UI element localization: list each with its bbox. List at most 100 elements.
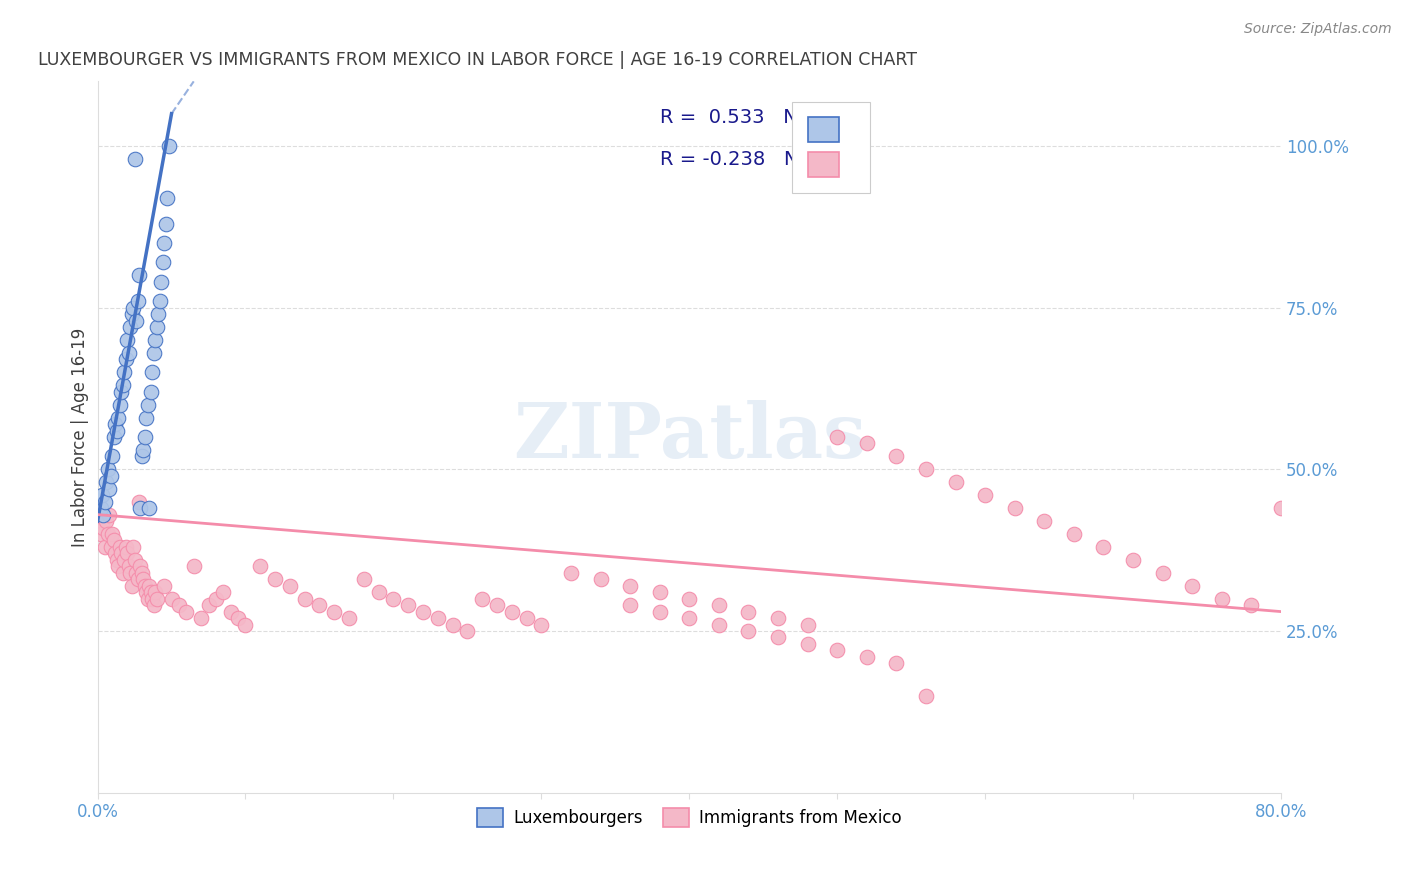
Point bbox=[456, 624, 478, 638]
Point bbox=[108, 540, 131, 554]
Point bbox=[589, 572, 612, 586]
Point bbox=[412, 605, 434, 619]
Point bbox=[1004, 501, 1026, 516]
Point bbox=[138, 501, 160, 516]
Point bbox=[101, 527, 124, 541]
Point bbox=[915, 689, 938, 703]
Point bbox=[104, 417, 127, 431]
Point bbox=[114, 540, 136, 554]
Point bbox=[1181, 579, 1204, 593]
Point bbox=[98, 508, 121, 522]
Point bbox=[264, 572, 287, 586]
Point bbox=[90, 501, 112, 516]
Point bbox=[108, 398, 131, 412]
Point bbox=[138, 579, 160, 593]
Point bbox=[111, 566, 134, 580]
Point bbox=[96, 475, 118, 490]
Point bbox=[183, 559, 205, 574]
Point bbox=[87, 514, 110, 528]
Point bbox=[1063, 527, 1085, 541]
Point bbox=[1152, 566, 1174, 580]
Point bbox=[825, 430, 848, 444]
Point bbox=[139, 384, 162, 399]
Point bbox=[707, 598, 730, 612]
Point bbox=[278, 579, 301, 593]
Point bbox=[97, 527, 120, 541]
Point bbox=[308, 598, 330, 612]
Point bbox=[101, 450, 124, 464]
Point bbox=[135, 585, 157, 599]
Point bbox=[485, 598, 508, 612]
Point bbox=[1092, 540, 1115, 554]
Point bbox=[124, 553, 146, 567]
Point bbox=[117, 346, 139, 360]
Point bbox=[516, 611, 538, 625]
Point bbox=[129, 559, 152, 574]
Point bbox=[249, 559, 271, 574]
Point bbox=[235, 617, 257, 632]
Point bbox=[766, 631, 789, 645]
Point bbox=[111, 378, 134, 392]
Point bbox=[156, 191, 179, 205]
Point bbox=[197, 598, 219, 612]
Point bbox=[139, 585, 162, 599]
Point bbox=[124, 152, 146, 166]
Point bbox=[121, 307, 143, 321]
Point bbox=[152, 255, 174, 269]
Point bbox=[501, 605, 523, 619]
Point bbox=[707, 617, 730, 632]
Point bbox=[100, 468, 122, 483]
Point bbox=[141, 591, 163, 606]
Point bbox=[915, 462, 938, 476]
Point bbox=[396, 598, 419, 612]
Point bbox=[323, 605, 346, 619]
Point bbox=[648, 605, 671, 619]
Point bbox=[131, 450, 153, 464]
Point bbox=[107, 559, 129, 574]
Point bbox=[678, 611, 700, 625]
Point bbox=[766, 611, 789, 625]
Point bbox=[115, 546, 138, 560]
Point bbox=[90, 527, 112, 541]
Point bbox=[141, 365, 163, 379]
Point bbox=[136, 398, 159, 412]
Point bbox=[149, 294, 172, 309]
Point bbox=[103, 430, 125, 444]
Point bbox=[153, 235, 176, 250]
Point bbox=[382, 591, 405, 606]
Point bbox=[176, 605, 198, 619]
Point bbox=[132, 442, 155, 457]
Point bbox=[1240, 598, 1263, 612]
Point bbox=[1033, 514, 1056, 528]
Point bbox=[117, 559, 139, 574]
Point bbox=[153, 579, 176, 593]
Point bbox=[100, 540, 122, 554]
Text: LUXEMBOURGER VS IMMIGRANTS FROM MEXICO IN LABOR FORCE | AGE 16-19 CORRELATION CH: LUXEMBOURGER VS IMMIGRANTS FROM MEXICO I… bbox=[38, 51, 917, 69]
Point bbox=[93, 508, 115, 522]
Point bbox=[134, 430, 156, 444]
Point bbox=[974, 488, 997, 502]
Point bbox=[120, 320, 142, 334]
Point bbox=[886, 450, 908, 464]
Point bbox=[353, 572, 375, 586]
Point bbox=[91, 488, 114, 502]
Point bbox=[886, 657, 908, 671]
Text: R = -0.238   N = 109: R = -0.238 N = 109 bbox=[659, 150, 865, 169]
Point bbox=[110, 384, 132, 399]
Point bbox=[110, 546, 132, 560]
Point bbox=[125, 566, 148, 580]
Point bbox=[155, 217, 177, 231]
Point bbox=[737, 624, 759, 638]
Point bbox=[104, 546, 127, 560]
Point bbox=[128, 494, 150, 508]
Point bbox=[619, 579, 641, 593]
Point bbox=[122, 301, 145, 315]
Point bbox=[129, 501, 152, 516]
Point bbox=[93, 520, 115, 534]
Point bbox=[112, 365, 135, 379]
Point bbox=[143, 585, 166, 599]
Point bbox=[855, 436, 877, 450]
Text: ZIPatlas: ZIPatlas bbox=[513, 400, 866, 474]
Point bbox=[143, 333, 166, 347]
Point bbox=[737, 605, 759, 619]
